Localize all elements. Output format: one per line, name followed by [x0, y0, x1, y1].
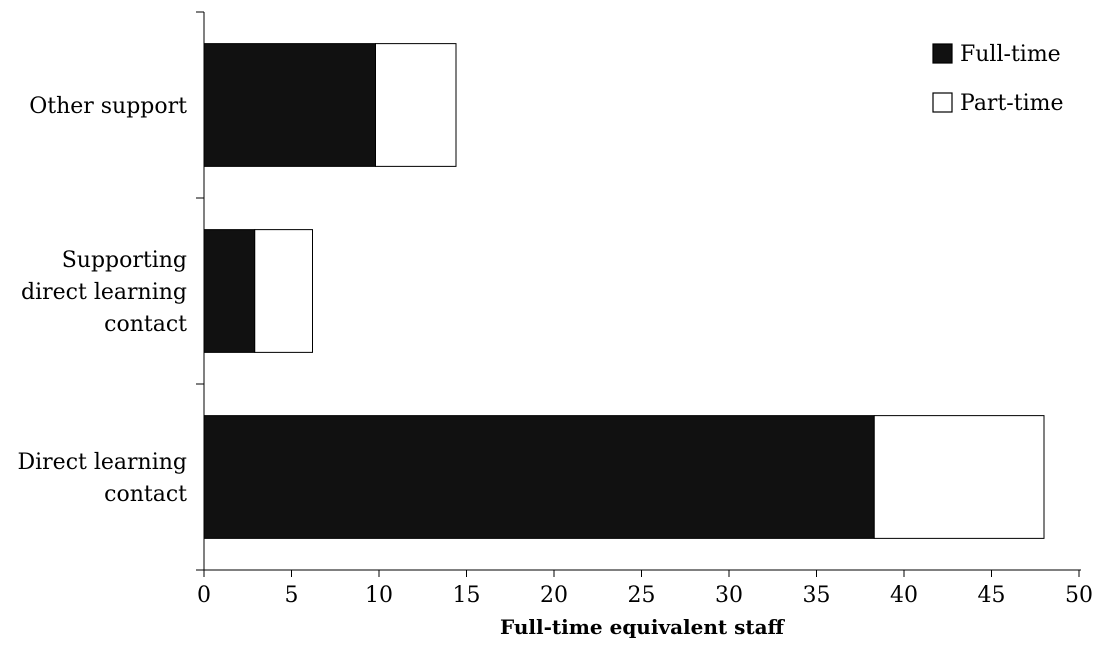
- category-label: Direct learning contact: [17, 450, 187, 507]
- bar-part-time-2: [873, 415, 1045, 539]
- x-tick-label: 5: [285, 583, 299, 608]
- category-label-line: Other support: [29, 94, 187, 119]
- legend: Full-time Part-time: [932, 42, 1063, 116]
- category-label-line: direct learning: [21, 280, 187, 305]
- legend-label: Part-time: [960, 91, 1063, 116]
- category-labels: Other support Supporting direct learning co…: [17, 94, 187, 507]
- x-tick-label: 45: [978, 583, 1006, 608]
- bar-full-time-1: [203, 229, 256, 353]
- y-ticks: [196, 11, 204, 571]
- legend-label: Full-time: [960, 42, 1061, 67]
- x-tick-label: 50: [1065, 583, 1093, 608]
- x-ticks: 0 5 10 15 20 25 30 35 40 45 50: [197, 570, 1093, 608]
- category-label-line: contact: [104, 312, 187, 337]
- legend-swatch: [932, 92, 953, 113]
- category-label-line: contact: [104, 482, 187, 507]
- x-axis-title: Full-time equivalent staff: [500, 615, 786, 639]
- bars: [203, 43, 1045, 539]
- bar-part-time-1: [254, 229, 313, 353]
- x-tick-label: 20: [540, 583, 568, 608]
- x-tick-label: 30: [715, 583, 743, 608]
- category-label-line: Supporting: [62, 248, 187, 273]
- x-tick-label: 10: [365, 583, 393, 608]
- x-tick-label: 40: [890, 583, 918, 608]
- legend-swatch: [932, 43, 953, 64]
- x-tick-label: 35: [803, 583, 831, 608]
- x-tick-label: 25: [628, 583, 656, 608]
- x-tick-label: 15: [453, 583, 481, 608]
- bar-part-time-0: [375, 43, 457, 167]
- category-label-line: Direct learning: [17, 450, 187, 475]
- x-tick-label: 0: [197, 583, 211, 608]
- category-label: Supporting direct learning contact: [21, 248, 187, 337]
- bar-full-time-2: [203, 415, 875, 539]
- category-label: Other support: [29, 94, 187, 119]
- bar-full-time-0: [203, 43, 376, 167]
